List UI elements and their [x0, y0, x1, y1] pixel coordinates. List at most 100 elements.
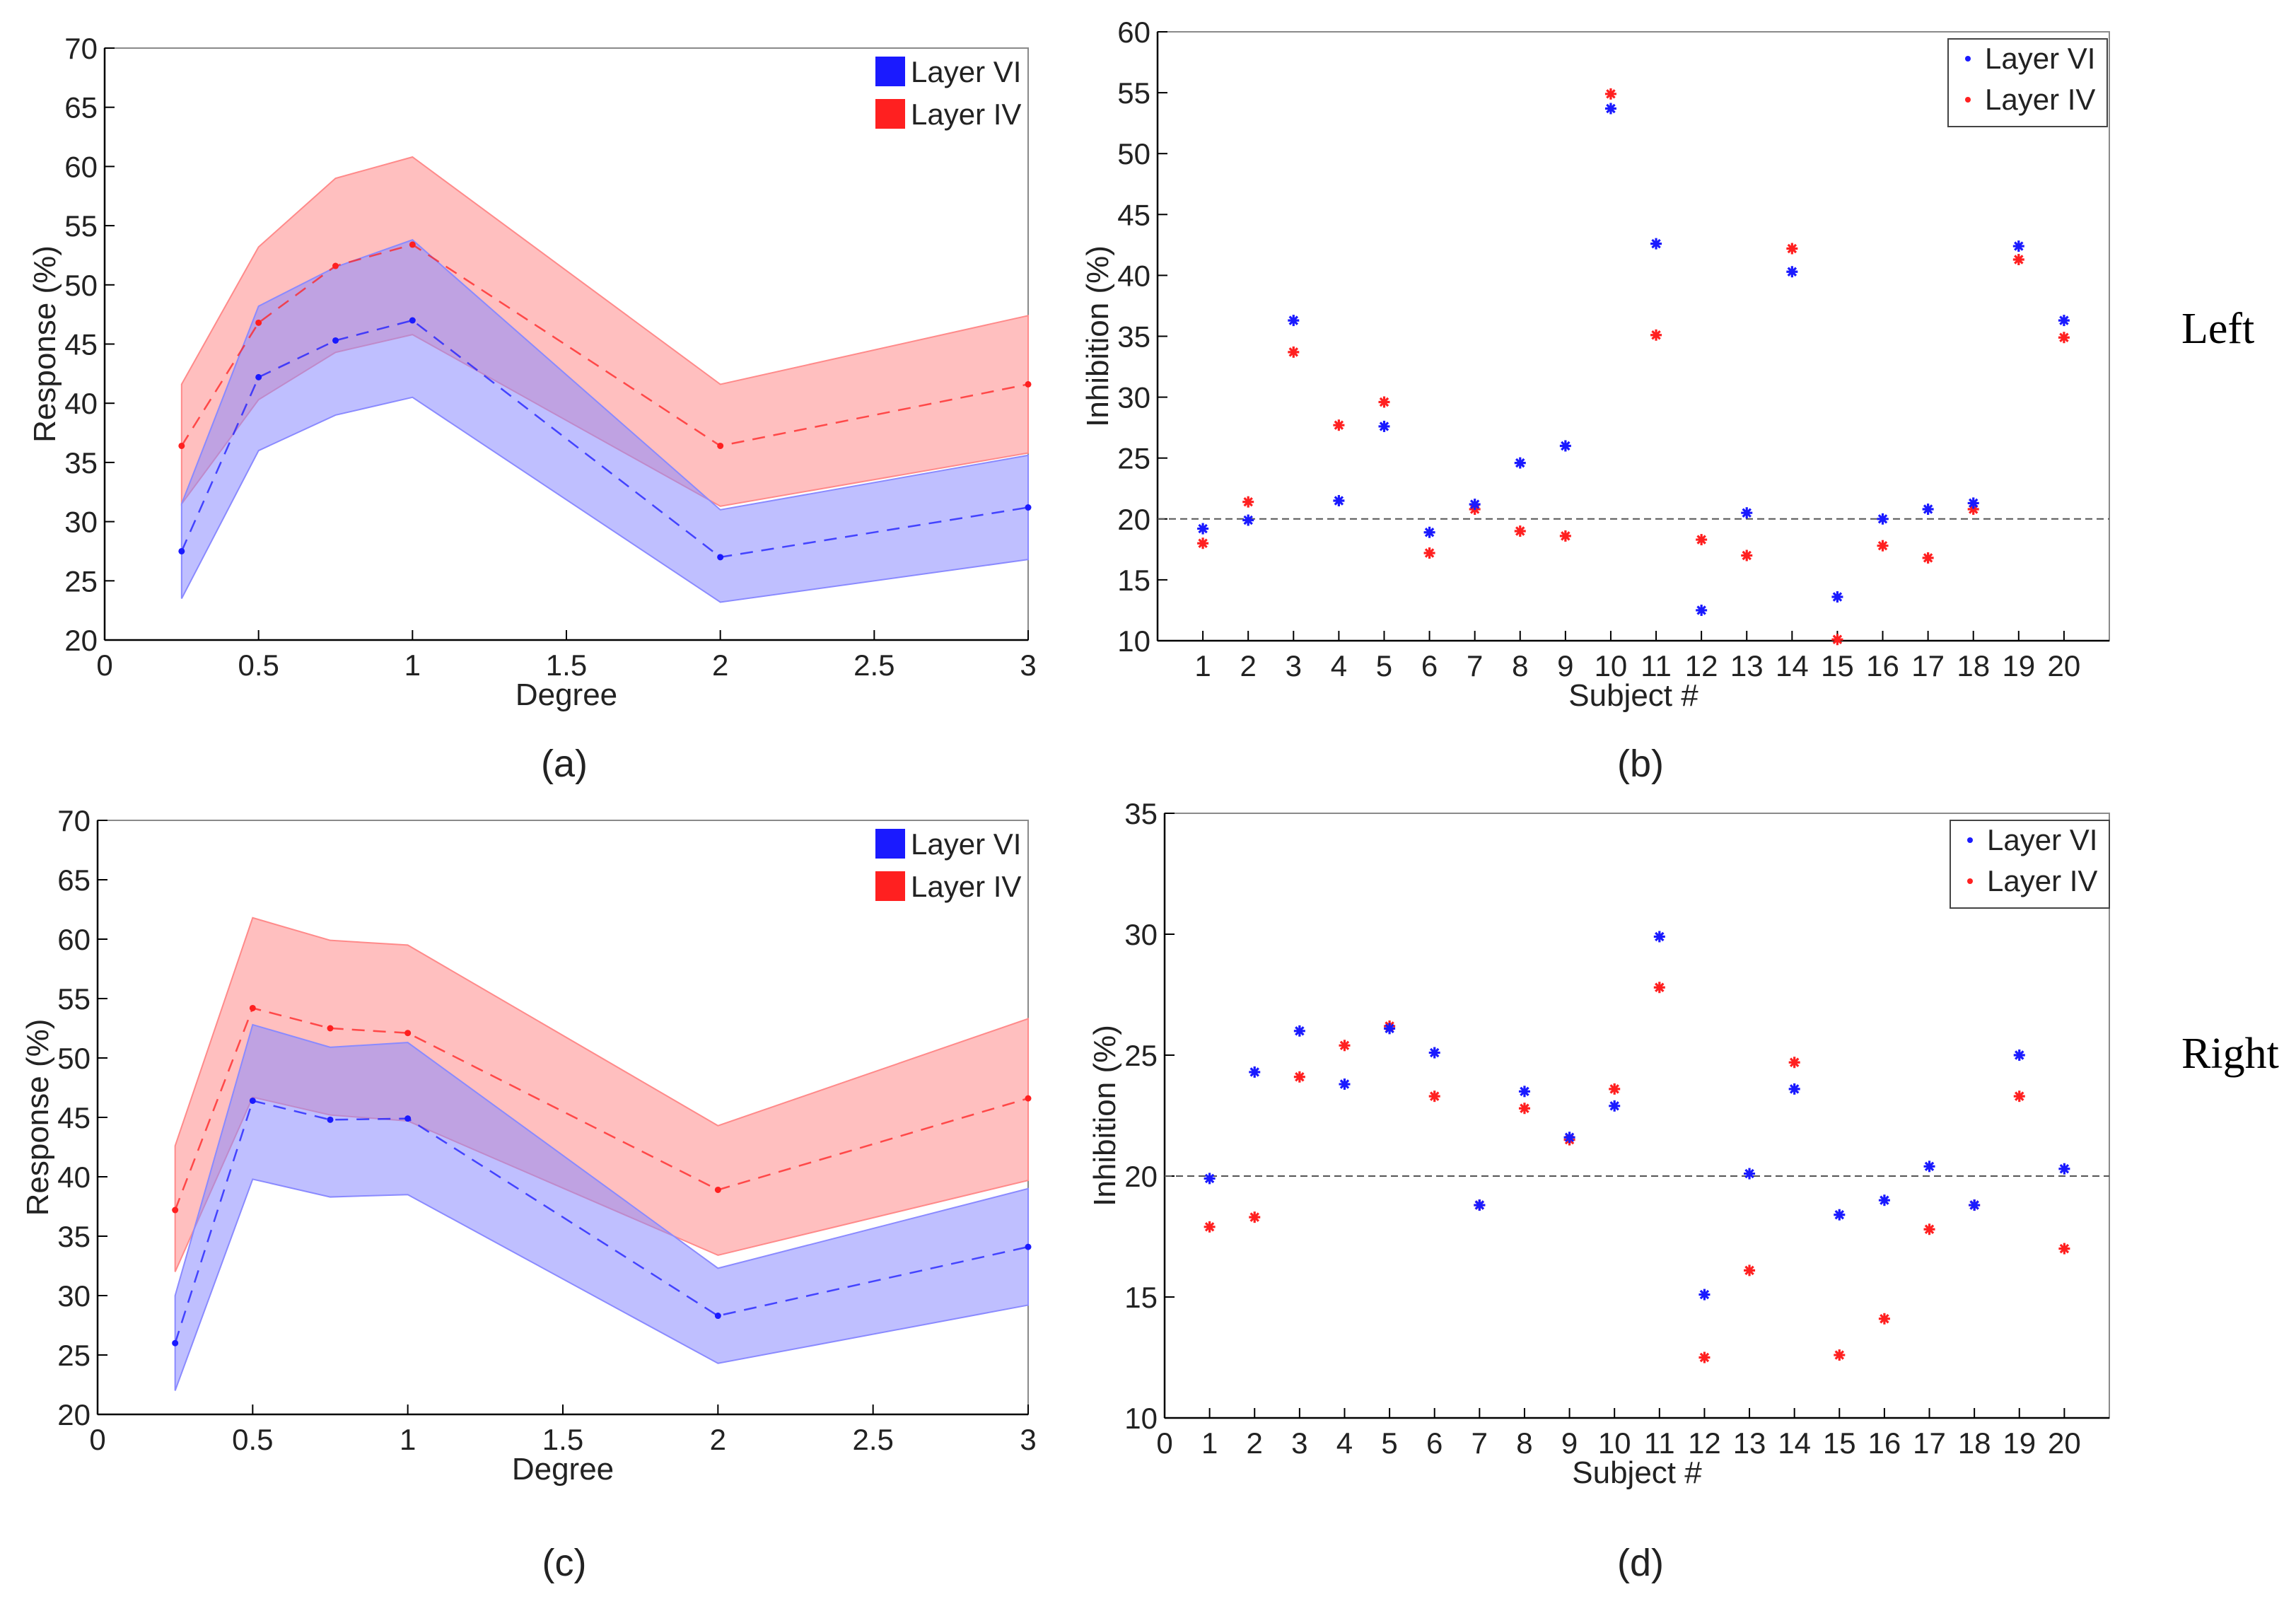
data-point [1788, 1083, 1800, 1095]
data-point [1563, 1132, 1575, 1144]
x-tick-label: 1 [400, 1423, 416, 1456]
data-point-stroke [1379, 421, 1389, 431]
data-point-stroke [1561, 441, 1571, 451]
data-point-stroke [2014, 255, 2024, 264]
series-line-layer-vi [180, 319, 1029, 559]
y-tick-label: 40 [57, 1161, 91, 1194]
y-tick-label: 35 [64, 446, 98, 479]
data-point [2058, 1163, 2070, 1175]
y-tick-label: 60 [1117, 16, 1150, 49]
data-point-stroke [1249, 1212, 1259, 1222]
y-tick-label: 55 [1117, 76, 1150, 110]
data-point-stroke [1288, 347, 1299, 357]
legend-swatch [875, 57, 905, 86]
data-point [1288, 315, 1300, 327]
data-point [1650, 238, 1662, 250]
x-tick-label: 11 [1644, 1426, 1675, 1460]
y-tick-label: 20 [57, 1398, 91, 1431]
data-point [1559, 530, 1571, 542]
x-tick-label: 2 [712, 649, 728, 682]
data-point [1834, 1209, 1846, 1221]
y-tick-label: 70 [64, 32, 98, 65]
data-point [1423, 526, 1435, 538]
data-point [1428, 1091, 1440, 1103]
x-tick-label: 6 [1426, 1426, 1443, 1460]
series-line-layer-iv [174, 1006, 1029, 1211]
data-point [1293, 1071, 1305, 1083]
data-point-stroke [1469, 499, 1480, 509]
data-point [1333, 419, 1345, 431]
data-point-stroke [1606, 89, 1616, 99]
x-tick-label: 0 [96, 649, 112, 682]
band-layer-vi [174, 1023, 1029, 1391]
data-point [1384, 1023, 1396, 1035]
data-point [1518, 1086, 1530, 1098]
data-point [1339, 1040, 1351, 1052]
data-point [1514, 457, 1526, 469]
data-point [1831, 591, 1843, 603]
data-point [1288, 346, 1300, 358]
y-tick-label: 40 [1117, 259, 1150, 292]
data-point-stroke [1832, 592, 1843, 602]
x-tick-label: 13 [1730, 649, 1764, 682]
data-point [172, 1339, 179, 1347]
data-point-stroke [1696, 605, 1706, 615]
data-point [1696, 534, 1708, 546]
data-point [1744, 1168, 1756, 1180]
data-point [255, 373, 262, 380]
y-tick-label: 60 [64, 150, 98, 183]
data-point-stroke [1515, 458, 1525, 468]
data-point [1469, 499, 1481, 511]
x-tick-label: 16 [1866, 649, 1899, 682]
data-point [2013, 1049, 2025, 1061]
data-point [1474, 1199, 1486, 1211]
data-point-stroke [1832, 634, 1843, 645]
data-point [2058, 1243, 2070, 1255]
data-point-stroke [1744, 1168, 1754, 1179]
legend-entry: Layer IV [1987, 864, 2097, 897]
data-point [327, 1116, 334, 1123]
data-point-stroke [2015, 1050, 2024, 1060]
y-tick-label: 35 [57, 1220, 91, 1253]
data-point-stroke [1651, 238, 1661, 249]
data-point [1969, 1199, 1981, 1211]
y-axis-label: Response (%) [21, 1019, 55, 1216]
data-point-stroke [1968, 498, 1979, 508]
y-tick-label: 25 [1124, 1039, 1158, 1072]
data-point [1378, 396, 1390, 408]
data-point [1197, 537, 1209, 549]
data-point-stroke [1334, 496, 1344, 506]
legend-entry: Layer VI [911, 55, 1021, 88]
data-point-stroke [1787, 267, 1797, 277]
data-point-stroke [1609, 1101, 1619, 1111]
y-tick-label: 55 [64, 209, 98, 243]
data-point-stroke [1742, 550, 1752, 561]
data-point [1025, 504, 1032, 511]
data-point [1514, 525, 1526, 537]
y-tick-label: 10 [1117, 624, 1150, 658]
data-point [1741, 507, 1753, 519]
data-point [178, 547, 185, 554]
data-point-stroke [1249, 1067, 1259, 1077]
legend-swatch [875, 871, 905, 901]
y-tick-label: 30 [57, 1279, 91, 1313]
y-tick-label: 45 [64, 328, 98, 361]
x-tick-label: 11 [1641, 649, 1672, 682]
data-point-stroke [1789, 1057, 1800, 1067]
x-tick-label: 9 [1561, 1426, 1578, 1460]
legend-marker [1967, 837, 1973, 843]
data-point-stroke [1969, 1200, 1979, 1210]
data-point [1428, 1047, 1440, 1059]
y-tick-label: 30 [64, 506, 98, 539]
data-point [404, 1115, 412, 1122]
x-tick-label: 6 [1421, 649, 1438, 682]
chart-panel-a: 20 25 30 35 40 45 50 55 60 65 70 0 0.5 1 1.5 2 2.5 3 Degre… [28, 32, 1037, 785]
y-tick-label: 20 [1117, 503, 1150, 536]
legend-entry: Layer IV [911, 98, 1021, 131]
data-point [1204, 1173, 1216, 1185]
data-point [1339, 1078, 1351, 1091]
x-tick-label: 1.5 [546, 649, 587, 682]
x-axis-label: Subject # [1568, 678, 1698, 713]
data-point [1249, 1066, 1261, 1078]
